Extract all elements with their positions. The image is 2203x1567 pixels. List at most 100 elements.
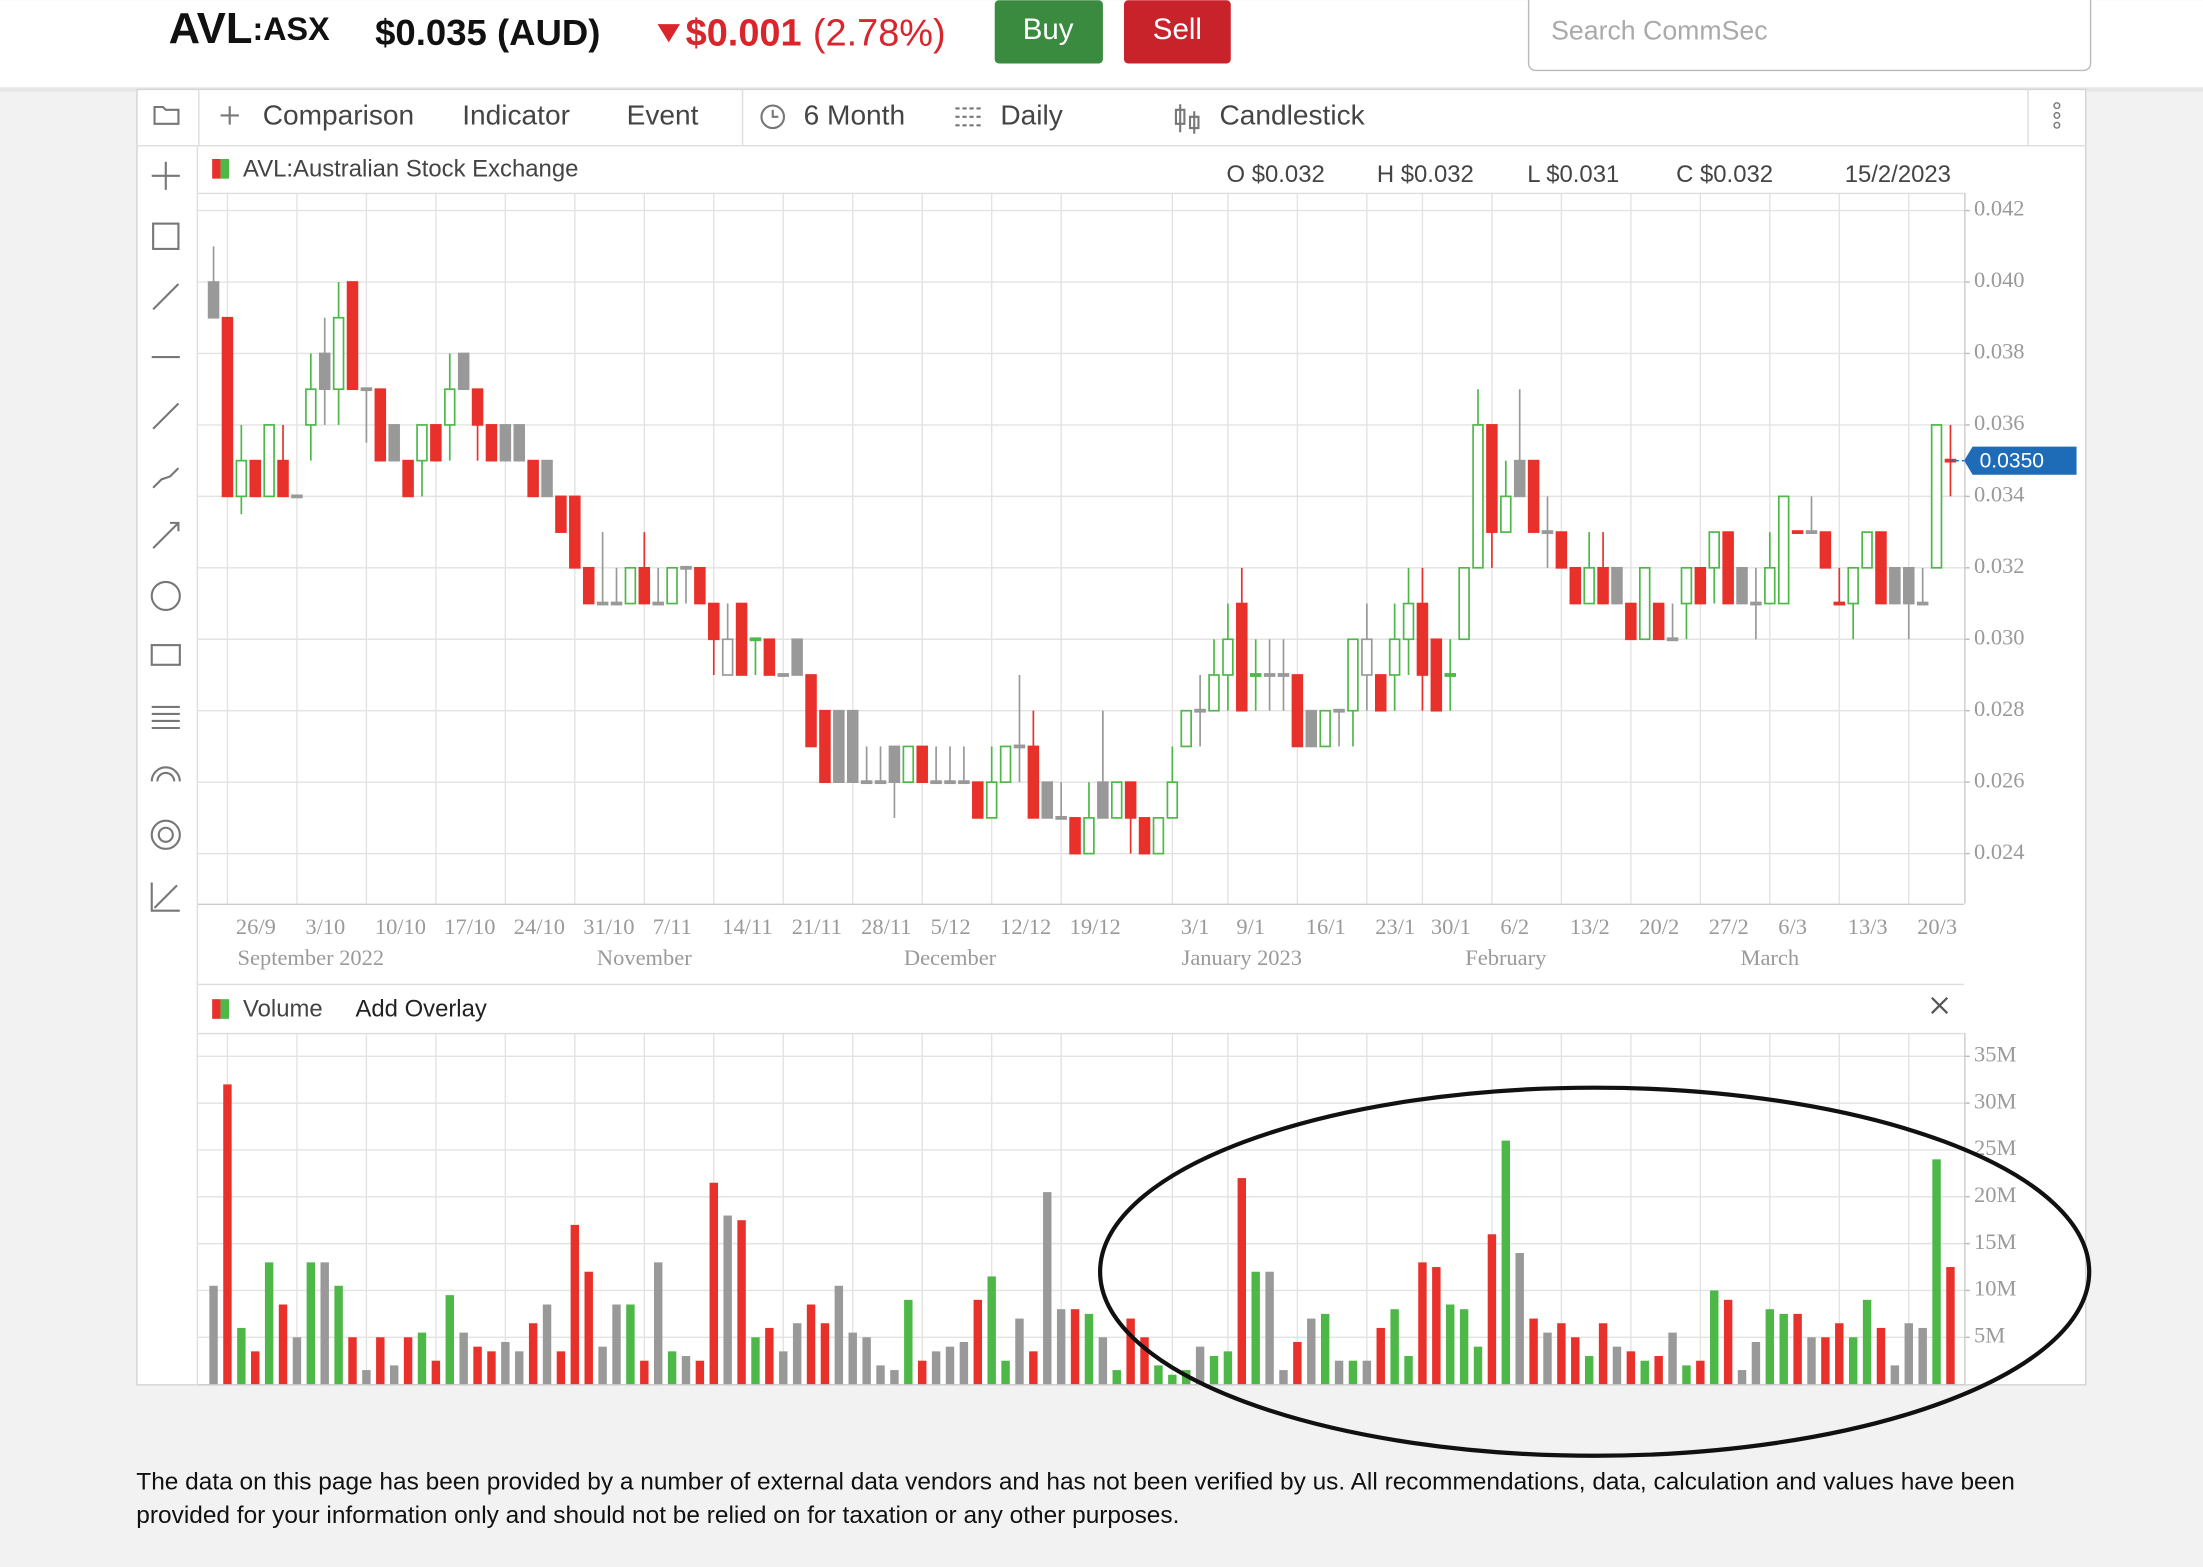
- candle-body: [930, 780, 942, 785]
- sell-button[interactable]: [1123, 0, 1231, 64]
- volume-bar: [1237, 1178, 1247, 1385]
- x-tick-label: 3/10: [305, 914, 345, 939]
- volume-bar: [1209, 1356, 1219, 1385]
- polyline-tool[interactable]: [152, 467, 180, 489]
- volume-bar: [959, 1341, 969, 1385]
- candle-icon[interactable]: [1174, 104, 1200, 134]
- circle-tool[interactable]: [150, 580, 181, 612]
- clock-hand[interactable]: [771, 109, 779, 118]
- volume-bar: [626, 1304, 635, 1385]
- volume-bar: [1265, 1271, 1274, 1385]
- legend-swatch: [212, 158, 221, 179]
- y-tick-label: 0.034: [1974, 482, 2025, 507]
- volume-bar: [667, 1351, 677, 1385]
- candle-body: [1652, 602, 1665, 641]
- y-tick-label: 0.028: [1974, 696, 2025, 721]
- candle-body: [1402, 602, 1415, 641]
- chart-type-button[interactable]: Candlestick: [1220, 99, 1366, 130]
- fib-tool[interactable]: [151, 705, 180, 730]
- text-tool[interactable]: [152, 222, 180, 250]
- volume-bar: [1848, 1337, 1858, 1385]
- volume-bar: [987, 1276, 996, 1385]
- candle-body: [1277, 673, 1290, 677]
- sell-label[interactable]: Sell: [1153, 13, 1202, 46]
- spiral-tool-inner[interactable]: [157, 826, 174, 843]
- indicator-button[interactable]: Indicator: [462, 99, 570, 130]
- period-button[interactable]: 6 Month: [804, 99, 905, 130]
- comparison-button[interactable]: Comparison: [263, 99, 414, 130]
- volume-bar: [848, 1332, 857, 1385]
- search-box[interactable]: [1527, 0, 2092, 72]
- volume-bar: [1070, 1309, 1080, 1385]
- event-button[interactable]: Event: [627, 99, 699, 130]
- volume-bar: [876, 1365, 885, 1385]
- x-tick-label: 20/3: [1917, 914, 1957, 939]
- volume-title: Volume: [243, 996, 323, 1023]
- x-tick-label: 26/9: [236, 914, 276, 939]
- candle-body: [1416, 602, 1429, 676]
- candle-body: [1875, 531, 1887, 605]
- buy-button[interactable]: [994, 0, 1103, 64]
- candle-body: [1611, 566, 1623, 605]
- volume-bar: [223, 1084, 232, 1385]
- candle-body: [902, 745, 915, 784]
- change: $0.001 (2.78%): [686, 12, 946, 54]
- candle-body: [805, 674, 817, 748]
- volume-bar: [1904, 1323, 1913, 1385]
- volume-bar: [1140, 1337, 1149, 1385]
- x-tick-label: 10/10: [375, 914, 426, 939]
- candle-body: [263, 424, 275, 498]
- x-tick-label: 6/2: [1500, 914, 1529, 939]
- crosshair-tool[interactable]: [151, 161, 180, 190]
- candle-body: [860, 780, 873, 785]
- rectangle-tool[interactable]: [150, 644, 181, 666]
- search-placeholder[interactable]: Search CommSec: [1551, 16, 1768, 46]
- add-overlay-button[interactable]: Add Overlay: [355, 996, 486, 1023]
- ray-tool[interactable]: [152, 402, 180, 430]
- candle-body: [332, 316, 345, 391]
- volume-bar: [820, 1323, 830, 1385]
- candle-body: [1291, 674, 1304, 748]
- arrow-tool[interactable]: [152, 521, 180, 549]
- volume-bar: [237, 1327, 246, 1385]
- menu-icon[interactable]: [2053, 102, 2061, 129]
- volume-bar: [1654, 1356, 1663, 1385]
- candle-body: [1750, 601, 1762, 606]
- candle-body: [499, 424, 512, 462]
- trend-tool[interactable]: [150, 882, 180, 912]
- close-panel-icon[interactable]: [1931, 996, 1949, 1015]
- x-tick-label: 12/12: [1000, 914, 1051, 939]
- drawing-tools[interactable]: [150, 161, 181, 912]
- volume-bar: [1307, 1318, 1316, 1385]
- candle-body: [1513, 459, 1526, 498]
- candle-body: [1583, 566, 1595, 605]
- volume-bar: [792, 1323, 802, 1385]
- volume-bar: [1112, 1370, 1121, 1385]
- month-label: September 2022: [238, 945, 385, 970]
- interval-button[interactable]: Daily: [1000, 99, 1062, 130]
- volume-bar: [1487, 1234, 1497, 1385]
- x-tick-label: 13/2: [1570, 914, 1610, 939]
- y-tick-label: 20M: [1974, 1182, 2016, 1207]
- candle-body: [1097, 781, 1109, 819]
- buy-label[interactable]: Buy: [1023, 13, 1074, 46]
- volume-bar: [834, 1285, 844, 1385]
- candle-body: [1500, 495, 1512, 533]
- candle-body: [1013, 744, 1026, 749]
- candle-body: [819, 709, 831, 784]
- volume-bar: [542, 1304, 552, 1385]
- volume-bar: [1043, 1192, 1052, 1385]
- folder-icon[interactable]: [153, 105, 180, 125]
- candle-body: [708, 602, 720, 641]
- spiral-tool[interactable]: [150, 819, 181, 850]
- candle-body: [277, 459, 289, 498]
- clock-icon[interactable]: [760, 104, 786, 130]
- arc-tool[interactable]: [150, 766, 181, 782]
- candle-body: [610, 601, 623, 606]
- candle-body: [1625, 602, 1637, 641]
- plus-icon[interactable]: [220, 106, 239, 125]
- candle-body: [1333, 708, 1345, 713]
- interval-icon[interactable]: [955, 107, 981, 127]
- line-tool[interactable]: [152, 283, 180, 311]
- candle-body: [471, 388, 484, 426]
